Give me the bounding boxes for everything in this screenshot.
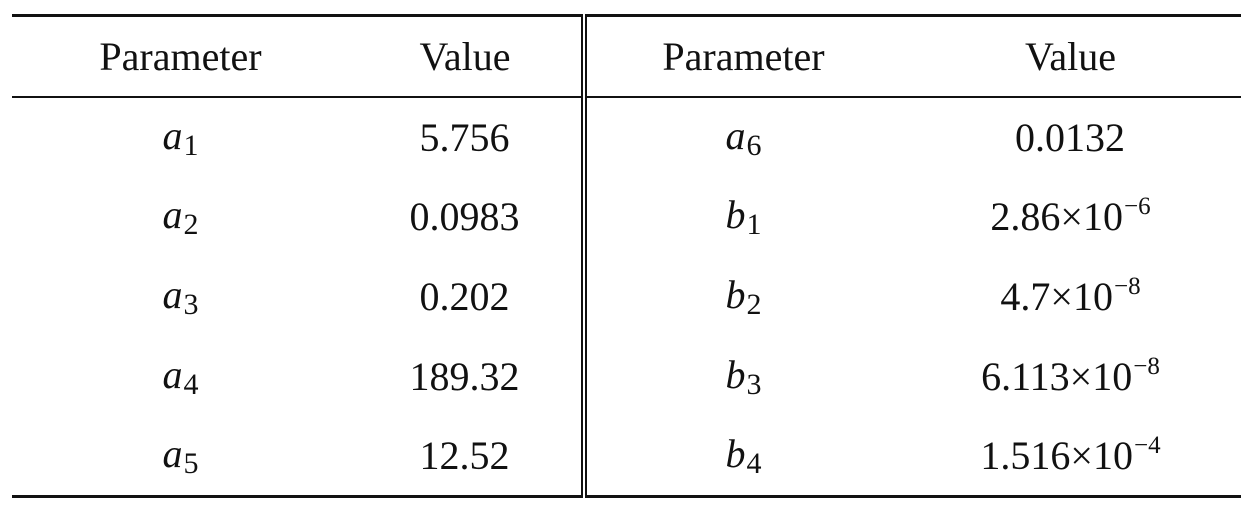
value-cell: 1.516×10−4 xyxy=(900,416,1241,498)
value-text: 0.202 xyxy=(419,274,510,319)
header-value-right: Value xyxy=(900,14,1241,98)
parameter-cell: b1 xyxy=(584,177,900,257)
parameter-subscript: 2 xyxy=(183,208,199,241)
value-cell: 4.7×10−8 xyxy=(900,257,1241,337)
parameter-cell: a3 xyxy=(12,257,349,337)
value-cell: 12.52 xyxy=(349,416,587,498)
value-exponent: −8 xyxy=(1133,353,1160,380)
parameter-symbol: a xyxy=(162,352,183,397)
value-exponent: −4 xyxy=(1133,432,1161,460)
value-text: 2.86×10 xyxy=(990,194,1123,239)
parameter-symbol: a xyxy=(162,192,183,237)
parameter-cell: b4 xyxy=(584,416,900,498)
value-text: 0.0132 xyxy=(1015,114,1125,160)
parameter-symbol: b xyxy=(725,192,746,237)
value-text: 12.52 xyxy=(419,433,510,479)
parameter-symbol: a xyxy=(725,112,746,158)
value-text: 5.756 xyxy=(419,114,510,160)
value-exponent: −8 xyxy=(1113,273,1141,300)
parameter-symbol: b xyxy=(725,431,746,477)
value-exponent: −6 xyxy=(1123,193,1151,220)
value-cell: 6.113×10−8 xyxy=(900,337,1241,417)
parameter-subscript: 1 xyxy=(183,128,199,162)
parameter-symbol: a xyxy=(162,272,183,317)
value-text: 1.516×10 xyxy=(980,433,1133,479)
table-header: Parameter Value Parameter Value xyxy=(12,14,1241,98)
value-text: 0.0983 xyxy=(409,194,520,239)
parameter-symbol: a xyxy=(162,431,183,477)
parameter-subscript: 3 xyxy=(746,368,762,401)
value-text: 6.113×10 xyxy=(981,354,1133,399)
header-value-left: Value xyxy=(349,14,587,98)
parameter-subscript: 2 xyxy=(746,288,762,321)
parameter-symbol: a xyxy=(162,112,183,158)
table-row: a4 189.32 b3 6.113×10−8 xyxy=(12,336,1241,417)
parameter-table: Parameter Value Parameter Value a1 5.756… xyxy=(12,14,1241,498)
value-cell: 0.0132 xyxy=(900,97,1241,177)
value-cell: 0.0983 xyxy=(349,176,587,257)
table-row: a2 0.0983 b1 2.86×10−6 xyxy=(12,176,1241,257)
value-cell: 5.756 xyxy=(349,96,587,177)
parameter-subscript: 5 xyxy=(183,447,199,481)
value-text: 189.32 xyxy=(409,354,520,399)
parameter-subscript: 3 xyxy=(183,288,199,321)
parameter-cell: b3 xyxy=(584,337,900,417)
parameter-symbol: b xyxy=(725,352,746,397)
parameter-cell: a1 xyxy=(12,97,349,177)
parameter-cell: b2 xyxy=(584,257,900,337)
value-cell: 189.32 xyxy=(349,336,587,417)
value-text: 4.7×10 xyxy=(1000,274,1113,319)
header-parameter-left: Parameter xyxy=(12,14,349,98)
parameter-subscript: 6 xyxy=(746,128,762,162)
parameter-subscript: 4 xyxy=(183,368,199,401)
parameter-symbol: b xyxy=(725,272,746,317)
parameter-cell: a2 xyxy=(12,177,349,257)
parameter-subscript: 4 xyxy=(746,447,762,481)
header-row: Parameter Value Parameter Value xyxy=(12,14,1241,98)
value-cell: 2.86×10−6 xyxy=(900,177,1241,257)
value-cell: 0.202 xyxy=(349,256,587,337)
table-body: a1 5.756 a6 0.0132 a2 0.0983 b1 2.86×10−… xyxy=(12,96,1241,498)
parameter-subscript: 1 xyxy=(746,208,762,241)
table-row: a5 12.52 b4 1.516×10−4 xyxy=(12,416,1241,498)
parameter-cell: a4 xyxy=(12,337,349,417)
table-row: a1 5.756 a6 0.0132 xyxy=(12,96,1241,177)
header-parameter-right: Parameter xyxy=(584,14,900,98)
parameter-cell: a5 xyxy=(12,416,349,498)
table-row: a3 0.202 b2 4.7×10−8 xyxy=(12,256,1241,337)
parameter-cell: a6 xyxy=(584,97,900,177)
